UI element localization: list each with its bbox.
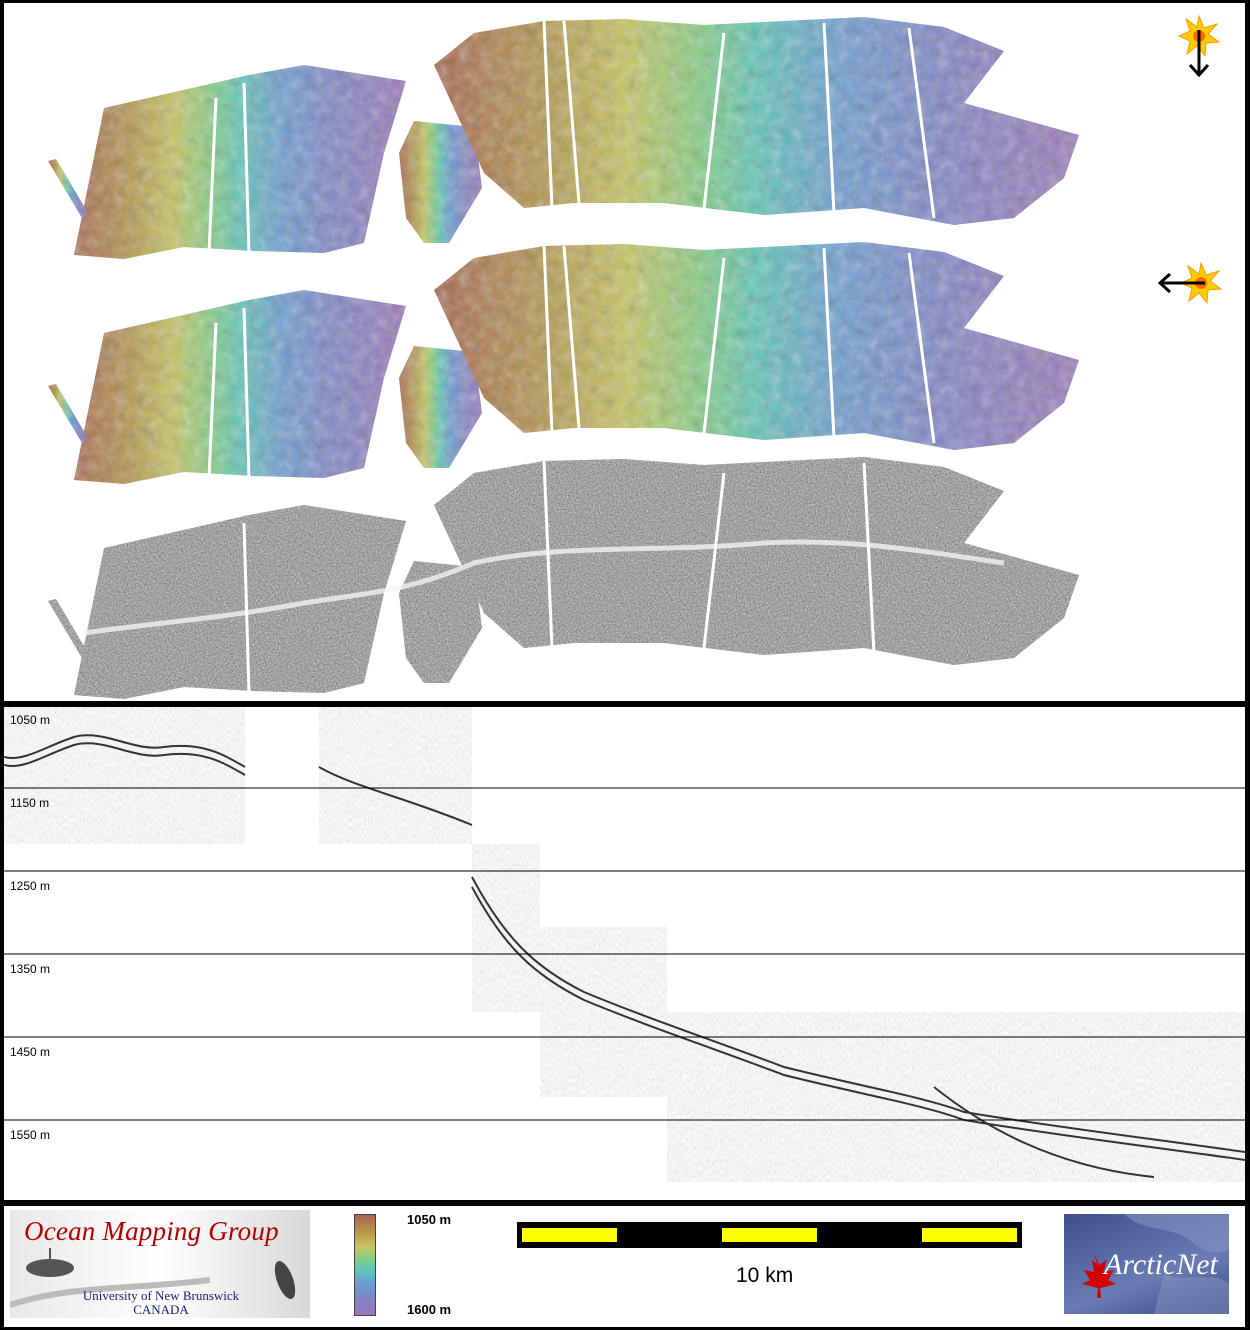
ocean-mapping-group-logo: Ocean Mapping Group University of New Br…	[10, 1210, 310, 1318]
scale-segment	[722, 1228, 817, 1242]
scale-bar	[517, 1222, 1022, 1248]
subbottom-profile-panel: 1050 m 1150 m 1250 m 1350 m 1450 m 1550 …	[4, 707, 1245, 1200]
profile-tiles	[4, 707, 1245, 1182]
omg-title: Ocean Mapping Group	[24, 1216, 279, 1246]
depth-label-1150: 1150 m	[10, 796, 50, 810]
depth-label-1250: 1250 m	[10, 879, 51, 893]
arcticnet-name: ArcticNet	[1104, 1248, 1218, 1281]
bathymetry-map-east-illuminated	[48, 242, 1079, 484]
depth-grid	[4, 787, 1245, 1121]
depth-label-1550: 1550 m	[10, 1128, 51, 1142]
arrow-down-icon	[1188, 30, 1210, 78]
colorbar-top-label: 1050 m	[407, 1212, 452, 1227]
omg-university: University of New Brunswick	[82, 1288, 240, 1303]
colorbar-bottom-label: 1600 m	[407, 1302, 452, 1317]
sun-east-indicator	[1157, 261, 1223, 305]
maple-leaf-icon	[1082, 1254, 1116, 1298]
bathymetry-map-north-illuminated	[48, 17, 1079, 259]
depth-label-1450: 1450 m	[10, 1045, 51, 1059]
legend-footer: Ocean Mapping Group University of New Br…	[4, 1206, 1245, 1327]
arrow-left-icon	[1157, 272, 1205, 294]
backscatter-mosaic	[48, 457, 1079, 699]
depth-colorbar	[354, 1214, 376, 1316]
scale-label: 10 km	[736, 1264, 794, 1287]
scale-segment	[522, 1228, 617, 1242]
depth-label-1350: 1350 m	[10, 962, 51, 976]
seafloor-reflectors	[4, 734, 1245, 1178]
sun-north-indicator	[1177, 14, 1221, 78]
scale-segment	[922, 1228, 1017, 1242]
swath-maps-panel	[4, 3, 1245, 701]
omg-country: CANADA	[133, 1302, 189, 1317]
arcticnet-logo: ArcticNet	[1064, 1214, 1229, 1314]
depth-label-1050: 1050 m	[10, 713, 51, 727]
